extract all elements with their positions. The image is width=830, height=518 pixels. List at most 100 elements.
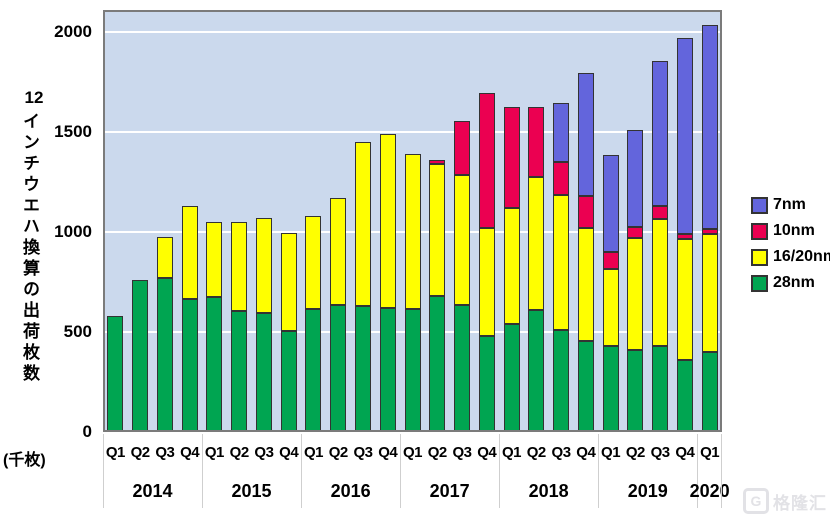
x-tick-label: Q1 bbox=[204, 444, 225, 461]
legend-item: 16/20nm bbox=[751, 248, 830, 266]
bar-segment-28nm bbox=[577, 341, 594, 432]
x-tick-label: Q1 bbox=[700, 444, 720, 461]
x-tick-label: Q2 bbox=[427, 444, 448, 461]
watermark-logo-icon: G bbox=[743, 488, 769, 514]
legend-swatch-10nm bbox=[751, 222, 768, 240]
x-tick-label: Q2 bbox=[526, 444, 547, 461]
bar-segment-16/20nm bbox=[676, 239, 693, 360]
bar-segment-10nm bbox=[553, 162, 570, 195]
y-axis-unit: (千枚) bbox=[3, 452, 46, 469]
bar-segment-16/20nm bbox=[404, 154, 421, 309]
year-separator bbox=[598, 434, 600, 508]
bar-segment-28nm bbox=[404, 309, 421, 432]
bar-segment-28nm bbox=[132, 280, 149, 432]
bar-segment-28nm bbox=[107, 316, 124, 432]
bar-segment-10nm bbox=[652, 206, 669, 219]
x-tick-label: Q4 bbox=[675, 444, 695, 461]
bar-segment-10nm bbox=[429, 160, 446, 164]
legend-item: 28nm bbox=[751, 274, 830, 292]
year-separator bbox=[103, 434, 104, 508]
x-tick-label: Q1 bbox=[402, 444, 423, 461]
year-label: 2014 bbox=[132, 481, 173, 501]
year-separator bbox=[301, 434, 303, 508]
x-tick-label: Q4 bbox=[279, 444, 299, 461]
bar-segment-16/20nm bbox=[181, 206, 198, 299]
x-tick-label: Q3 bbox=[353, 444, 373, 461]
year-separator bbox=[697, 434, 699, 508]
bar-segment-28nm bbox=[503, 324, 520, 432]
bar-segment-10nm bbox=[627, 227, 644, 238]
bar-segment-16/20nm bbox=[280, 233, 297, 331]
bar-segment-28nm bbox=[231, 311, 248, 432]
bar-segment-10nm bbox=[602, 252, 619, 269]
watermark: G 格隆汇 bbox=[743, 488, 827, 514]
bar-segment-10nm bbox=[676, 234, 693, 239]
bar-segment-28nm bbox=[330, 305, 347, 432]
x-tick-label: Q1 bbox=[601, 444, 621, 461]
bar-segment-16/20nm bbox=[652, 219, 669, 346]
bar-segment-16/20nm bbox=[602, 269, 619, 346]
bar-segment-28nm bbox=[602, 346, 619, 432]
bar-segment-28nm bbox=[701, 352, 718, 432]
bar-segment-10nm bbox=[577, 196, 594, 228]
bar-segment-28nm bbox=[181, 299, 198, 432]
y-tick-label: 2000 bbox=[54, 22, 92, 41]
bar-segment-10nm bbox=[454, 121, 471, 175]
bar-segment-28nm bbox=[454, 305, 471, 432]
x-tick-label: Q2 bbox=[229, 444, 250, 461]
x-tick-label: Q2 bbox=[328, 444, 349, 461]
year-separator bbox=[721, 434, 722, 508]
bar-segment-16/20nm bbox=[454, 175, 471, 305]
plot-area bbox=[103, 10, 722, 432]
bar-segment-28nm bbox=[156, 278, 173, 432]
grid-line bbox=[103, 31, 722, 33]
bar-segment-28nm bbox=[206, 297, 223, 432]
x-tick-label: Q3 bbox=[551, 444, 572, 461]
bar-segment-28nm bbox=[354, 306, 371, 432]
bar-segment-28nm bbox=[652, 346, 669, 432]
bar-segment-28nm bbox=[429, 296, 446, 432]
year-label: 2020 bbox=[689, 481, 730, 501]
x-tick-label: Q3 bbox=[452, 444, 472, 461]
bar-segment-10nm bbox=[701, 229, 718, 234]
bar-segment-10nm bbox=[478, 93, 495, 228]
bar-segment-16/20nm bbox=[156, 237, 173, 278]
bar-segment-16/20nm bbox=[478, 228, 495, 336]
x-tick-label: Q1 bbox=[303, 444, 324, 461]
legend-swatch-28nm bbox=[751, 274, 768, 292]
y-tick-label: 500 bbox=[63, 322, 92, 341]
bar-segment-16/20nm bbox=[577, 228, 594, 341]
bar-segment-7nm bbox=[676, 38, 693, 234]
bar-segment-16/20nm bbox=[206, 222, 223, 297]
x-tick-label: Q2 bbox=[625, 444, 646, 461]
bar-segment-28nm bbox=[305, 309, 322, 432]
bar-segment-16/20nm bbox=[231, 222, 248, 311]
bar-segment-16/20nm bbox=[330, 198, 347, 305]
legend-swatch-16/20nm bbox=[751, 248, 768, 266]
x-tick-label: Q3 bbox=[650, 444, 671, 461]
bar-segment-28nm bbox=[676, 360, 693, 432]
bar-segment-16/20nm bbox=[379, 134, 396, 308]
bar-segment-16/20nm bbox=[503, 208, 520, 324]
bar-segment-28nm bbox=[478, 336, 495, 432]
bar-segment-10nm bbox=[503, 107, 520, 208]
bar-segment-28nm bbox=[280, 331, 297, 432]
year-label: 2019 bbox=[627, 481, 668, 501]
legend-label: 28nm bbox=[773, 274, 815, 291]
year-label: 2015 bbox=[231, 481, 272, 501]
year-separator bbox=[400, 434, 402, 508]
bar-segment-7nm bbox=[701, 25, 718, 229]
bar-segment-16/20nm bbox=[701, 234, 718, 352]
x-tick-label: Q4 bbox=[576, 444, 596, 461]
legend-item: 7nm bbox=[751, 196, 830, 214]
y-tick-label: 1000 bbox=[54, 222, 92, 241]
x-tick-label: Q1 bbox=[502, 444, 522, 461]
bar-segment-28nm bbox=[379, 308, 396, 432]
watermark-text: 格隆汇 bbox=[773, 493, 827, 513]
legend-label: 7nm bbox=[773, 196, 806, 213]
bar-segment-16/20nm bbox=[354, 142, 371, 306]
grid-line bbox=[103, 131, 722, 133]
year-separator bbox=[202, 434, 204, 508]
bar-segment-7nm bbox=[627, 130, 644, 227]
